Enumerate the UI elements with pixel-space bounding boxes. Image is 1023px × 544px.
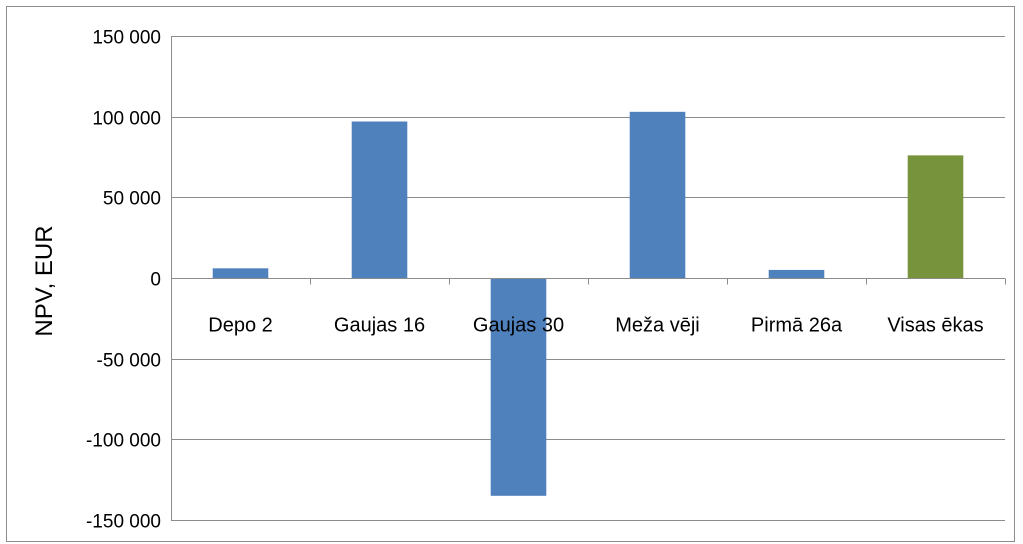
x-tick-label: Gaujas 30 xyxy=(473,315,564,337)
x-tick-label: Depo 2 xyxy=(208,315,273,337)
y-tick-label: 0 xyxy=(150,270,161,291)
y-tick-label: -100 000 xyxy=(86,431,161,452)
y-tick-label: 50 000 xyxy=(103,189,161,210)
bar-pirmā-26a xyxy=(768,269,825,278)
y-axis-label: NPV, EUR xyxy=(31,225,58,336)
bar-gaujas-30 xyxy=(490,278,547,496)
x-tick-labels: Depo 2 Gaujas 16 Gaujas 30 Meža vēji Pirmā 2… xyxy=(208,315,983,337)
x-tick-label: Meža vēji xyxy=(615,315,699,337)
bar-visas-ēkas xyxy=(907,155,964,278)
gridlines xyxy=(171,36,1005,521)
x-tick-label: Gaujas 16 xyxy=(334,315,425,337)
y-tick-label: -150 000 xyxy=(86,512,161,533)
bar-gaujas-16 xyxy=(351,121,408,278)
bar-meža-vēji xyxy=(629,111,686,279)
x-tick-label: Visas ēkas xyxy=(887,315,983,337)
bars xyxy=(212,111,964,496)
y-tick-labels: 150 000 100 000 50 000 0 -50 000 -100 000 -150… xyxy=(86,28,161,533)
y-tick-label: -50 000 xyxy=(97,351,161,372)
axes xyxy=(171,36,1006,520)
x-tick-label: Pirmā 26a xyxy=(751,315,843,337)
y-tick-label: 150 000 xyxy=(92,28,161,49)
bar-depo-2 xyxy=(212,268,269,278)
y-tick-label: 100 000 xyxy=(92,109,161,130)
